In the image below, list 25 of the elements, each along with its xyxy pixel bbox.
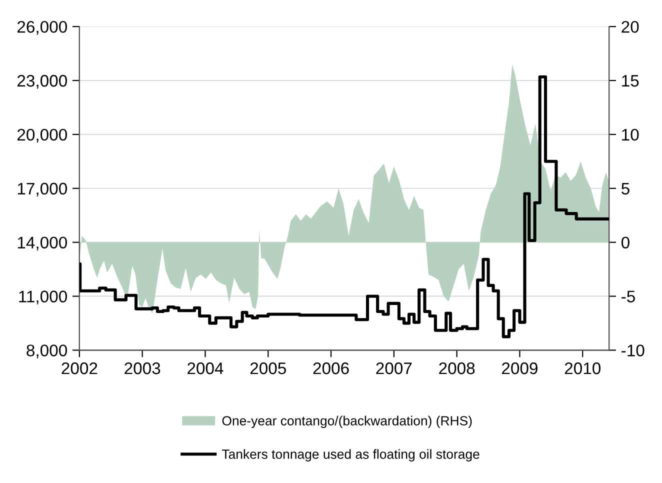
y-tick-label: 11,000	[19, 290, 67, 304]
x-tick-label: 2008	[439, 362, 475, 374]
x-tick-label: 2005	[250, 362, 286, 374]
x-tick-label: 2007	[376, 362, 412, 374]
y2-tick-label: 10	[622, 128, 639, 141]
y2-tick-label: 0	[621, 236, 630, 249]
y2-tick-label: 15	[622, 75, 639, 87]
y-tick-label: 26,000	[18, 20, 67, 35]
x-tick-label: 2010	[564, 362, 601, 374]
x-tick-label: 2003	[124, 362, 160, 374]
legend-label: Tankers tonnage used as floating oil storage	[222, 449, 480, 462]
x-tick-label: 2004	[188, 362, 224, 374]
y2-tick-label: -10	[622, 344, 644, 356]
x-tick-label: 2002	[62, 362, 98, 374]
legend-label: One-year contango/(backwardation) (RHS)	[222, 416, 472, 428]
y-tick-label: 23,000	[18, 74, 67, 89]
y-tick-label: 20,000	[18, 128, 67, 143]
y2-tick-label: 5	[622, 182, 630, 195]
y-tick-label: 14,000	[18, 236, 67, 250]
y2-tick-label: 20	[622, 20, 639, 33]
x-tick-label: 2009	[502, 362, 538, 374]
y-tick-label: 17,000	[18, 182, 67, 197]
y-tick-label: 8,000	[26, 344, 67, 358]
x-tick-label: 2006	[313, 362, 349, 374]
y2-tick-label: -5	[622, 290, 635, 302]
